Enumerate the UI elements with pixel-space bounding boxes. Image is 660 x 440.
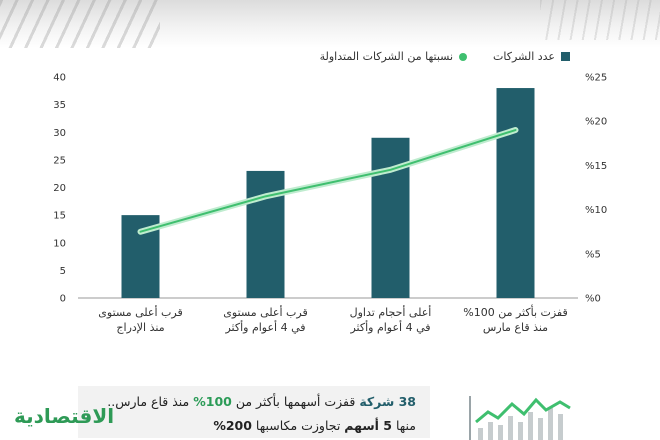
summary-count-2: 5 أسهم <box>344 418 392 433</box>
right-axis-tick: %0 <box>585 294 601 305</box>
bar <box>496 88 535 298</box>
summary-text-1a: قفزت أسهمها بأكثر من <box>231 394 360 409</box>
summary-line-2: منها 5 أسهم تجاوزت مكاسبها 200% <box>213 418 416 433</box>
category-label: منذ الإدراج <box>116 321 164 334</box>
category-label: منذ قاع مارس <box>483 321 548 334</box>
brand-logo: الاقتصادية <box>14 404 115 428</box>
category-label: في 4 أعوام وأكثر <box>224 320 305 334</box>
summary-text-2a: منها <box>391 418 416 433</box>
summary-percent-2: 200% <box>213 418 252 433</box>
legend-bar-label: عدد الشركات <box>493 50 555 63</box>
left-axis-tick: 15 <box>53 211 66 222</box>
left-axis-tick: 10 <box>53 238 66 249</box>
category-label: في 4 أعوام وأكثر <box>349 320 430 334</box>
left-axis-tick: 20 <box>53 183 66 194</box>
left-axis-tick: 25 <box>53 155 66 166</box>
header-photo <box>0 0 660 48</box>
left-axis-tick: 35 <box>53 100 66 111</box>
legend-line-swatch <box>459 52 468 61</box>
left-axis-tick: 0 <box>60 294 66 305</box>
bar <box>371 137 410 298</box>
combo-chart: 0 5 10 15 20 25 30 35 40 %0 %5 %10 %15 %20 %25 قفزت بأك… <box>53 73 607 335</box>
right-axis-tick: %5 <box>585 249 601 260</box>
legend-item-companies: عدد الشركات <box>493 50 570 63</box>
right-axis-tick: %25 <box>585 73 607 84</box>
left-axis-tick: 30 <box>53 128 66 139</box>
summary-box: 38 شركة قفزت أسهمها بأكثر من 100% منذ قا… <box>78 386 430 438</box>
legend-item-ratio: نسبتها من الشركات المتداولة <box>319 50 468 63</box>
category-label: أعلى أحجام تداول <box>350 305 432 319</box>
left-axis-tick: 5 <box>60 266 66 277</box>
trend-chart-icon <box>469 396 571 440</box>
right-axis-tick: %10 <box>585 205 607 216</box>
chart-legend: عدد الشركات نسبتها من الشركات المتداولة <box>320 50 570 63</box>
category-label: قفزت بأكثر من 100% <box>463 304 568 319</box>
summary-text-1b: منذ قاع مارس.. <box>107 394 194 409</box>
legend-line-label: نسبتها من الشركات المتداولة <box>319 50 454 63</box>
legend-bar-swatch <box>561 52 570 61</box>
summary-count: 38 شركة <box>359 394 416 409</box>
right-axis-tick: %20 <box>585 117 607 128</box>
category-label: قرب أعلى مستوى <box>223 305 307 319</box>
category-label: قرب أعلى مستوى <box>98 305 182 319</box>
right-axis-tick: %15 <box>585 161 607 172</box>
left-axis-tick: 40 <box>53 73 66 84</box>
line-series <box>139 129 517 233</box>
summary-panel: 38 شركة قفزت أسهمها بأكثر من 100% منذ قا… <box>0 380 660 440</box>
summary-text-2b: تجاوزت مكاسبها <box>251 418 345 433</box>
summary-percent-1: 100% <box>193 394 232 409</box>
bar <box>246 170 285 298</box>
summary-line-1: 38 شركة قفزت أسهمها بأكثر من 100% منذ قا… <box>107 394 416 409</box>
